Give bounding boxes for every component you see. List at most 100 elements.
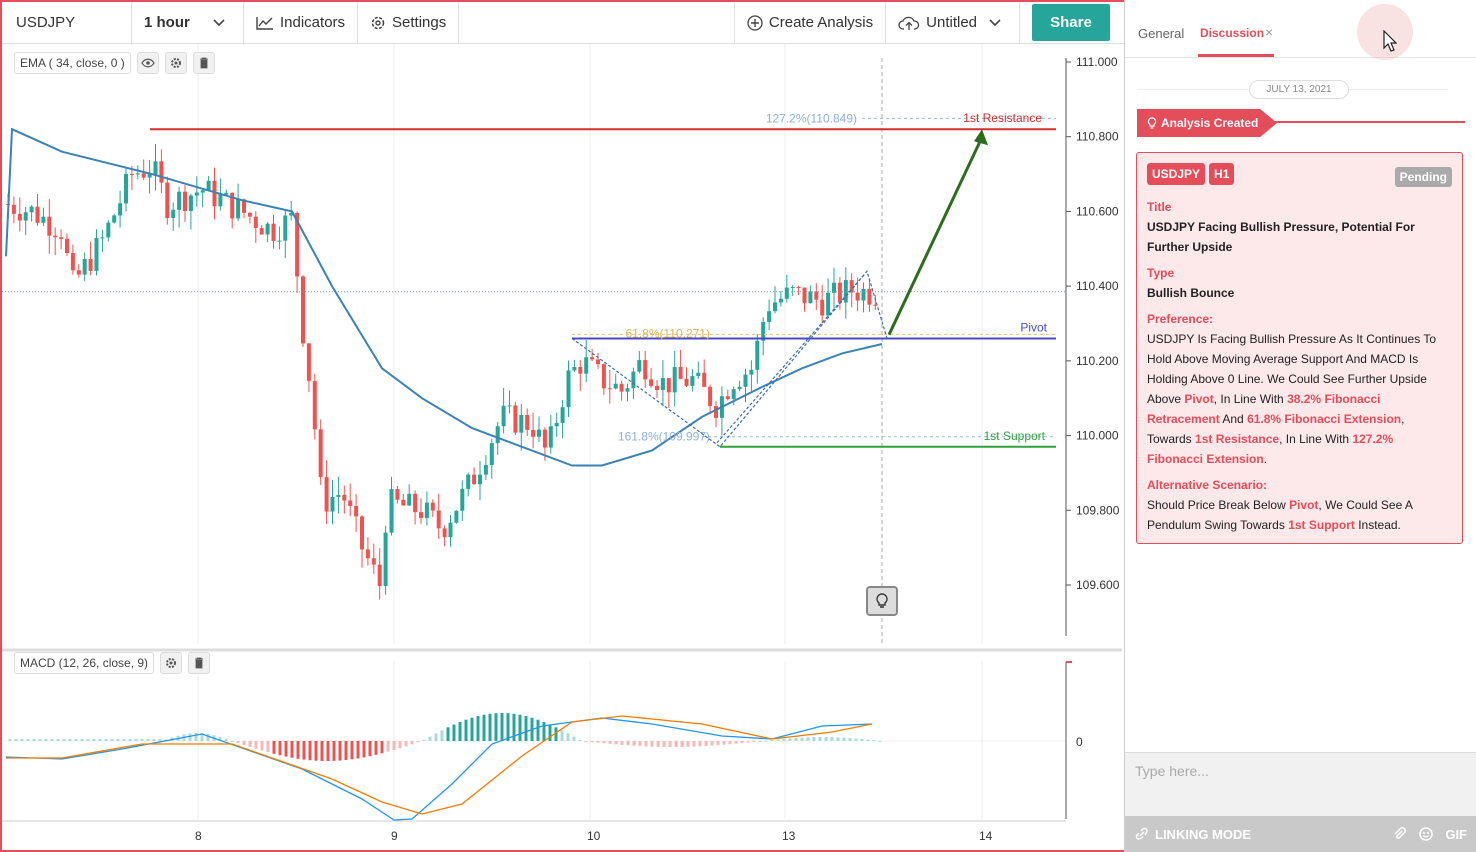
projection-arrow bbox=[887, 136, 984, 336]
macd-histogram-bar bbox=[614, 741, 618, 745]
candle bbox=[519, 415, 524, 433]
macd-histogram-bar bbox=[200, 733, 204, 741]
price-tick-label: 110.400 bbox=[1076, 279, 1119, 293]
layout-dropdown[interactable]: Untitled bbox=[886, 2, 1020, 43]
candle bbox=[537, 429, 541, 437]
paperclip-icon[interactable] bbox=[1393, 827, 1407, 841]
candle bbox=[265, 223, 270, 235]
interval-dropdown[interactable]: 1 hour bbox=[132, 2, 244, 43]
link-icon[interactable] bbox=[1135, 827, 1149, 841]
lightbulb-icon[interactable] bbox=[866, 586, 898, 616]
settings-button[interactable]: Settings bbox=[358, 2, 460, 43]
chart-line-icon bbox=[256, 16, 273, 30]
candle bbox=[507, 405, 512, 407]
macd-histogram-bar bbox=[716, 741, 720, 746]
macd-histogram-bar bbox=[650, 741, 654, 747]
indicators-button[interactable]: Indicators bbox=[244, 2, 359, 43]
macd-histogram-bar bbox=[140, 739, 144, 741]
macd-histogram-bar bbox=[32, 739, 36, 741]
candle bbox=[106, 222, 111, 238]
analysis-created-label: Analysis Created bbox=[1161, 116, 1259, 130]
chart-area[interactable]: 1st Resistance Pivot 1st Support 127.2%(110… bbox=[2, 44, 1124, 852]
preference-text: USDJPY Is Facing Bullish Pressure As It … bbox=[1147, 329, 1452, 469]
macd-legend-label: MACD (12, 26, close, 9) bbox=[14, 652, 155, 674]
candle bbox=[29, 206, 34, 213]
candle bbox=[596, 359, 600, 365]
macd-histogram-bar bbox=[842, 737, 846, 741]
create-analysis-button[interactable]: Create Analysis bbox=[735, 2, 887, 43]
candle bbox=[737, 386, 742, 390]
title-heading: Title bbox=[1147, 200, 1172, 214]
trash-icon[interactable] bbox=[188, 652, 211, 674]
candle bbox=[336, 494, 341, 497]
candle bbox=[112, 215, 117, 223]
macd-histogram-bar bbox=[230, 741, 234, 742]
emoji-icon[interactable] bbox=[1419, 827, 1434, 841]
trash-icon[interactable] bbox=[192, 52, 215, 74]
plus-circle-icon bbox=[747, 14, 763, 31]
candle bbox=[649, 379, 654, 386]
message-input[interactable]: Type here... bbox=[1125, 752, 1476, 816]
macd-histogram-bar bbox=[272, 741, 276, 754]
candle bbox=[135, 173, 140, 175]
macd-histogram-bar bbox=[770, 739, 774, 741]
macd-histogram-bar bbox=[656, 741, 660, 747]
candle bbox=[230, 192, 235, 219]
candle bbox=[489, 443, 494, 466]
macd-histogram-bar bbox=[464, 719, 468, 741]
candle bbox=[808, 291, 813, 304]
candle bbox=[17, 213, 22, 221]
tab-general[interactable]: General bbox=[1138, 26, 1185, 41]
text: Instead. bbox=[1354, 518, 1401, 532]
symbol-selector[interactable]: USDJPY bbox=[2, 2, 132, 43]
signal-line bbox=[6, 715, 873, 815]
candle bbox=[23, 212, 28, 221]
price-tick-label: 109.800 bbox=[1076, 503, 1120, 517]
resistance-ref: 1st Resistance bbox=[1195, 432, 1280, 446]
close-icon[interactable]: × bbox=[1265, 24, 1274, 40]
tab-discussion[interactable]: Discussion bbox=[1200, 26, 1265, 40]
macd-histogram-bar bbox=[242, 741, 246, 745]
macd-histogram-bar bbox=[866, 739, 870, 741]
macd-histogram-bar bbox=[758, 741, 762, 742]
macd-histogram-bar bbox=[800, 737, 804, 741]
gear-icon[interactable] bbox=[160, 652, 183, 674]
macd-histogram-bar bbox=[872, 740, 876, 742]
fib-127-ref: 127.2% Fibonacci Extension bbox=[1147, 432, 1394, 466]
candle bbox=[855, 292, 860, 301]
candle bbox=[442, 528, 447, 538]
candle bbox=[377, 564, 382, 587]
macd-histogram-bar bbox=[320, 741, 324, 761]
share-button[interactable]: Share bbox=[1032, 4, 1110, 41]
macd-histogram-bar bbox=[308, 741, 312, 761]
macd-histogram-bar bbox=[566, 733, 570, 741]
macd-histogram-bar bbox=[38, 739, 42, 741]
candle bbox=[413, 493, 418, 513]
eye-icon[interactable] bbox=[136, 52, 159, 74]
macd-histogram-bar bbox=[218, 736, 222, 741]
timeframe-badge: H1 bbox=[1209, 163, 1235, 185]
macd-histogram-bar bbox=[20, 739, 24, 741]
macd-histogram-bar bbox=[638, 741, 642, 747]
macd-histogram-bar bbox=[548, 724, 552, 741]
candle bbox=[472, 474, 477, 485]
time-tick-label: 9 bbox=[391, 829, 398, 843]
macd-histogram-bar bbox=[590, 741, 594, 743]
gif-button[interactable]: GIF bbox=[1445, 826, 1467, 842]
macd-histogram-bar bbox=[428, 736, 432, 741]
time-tick-label: 8 bbox=[195, 829, 202, 843]
price-chart[interactable]: 1st Resistance Pivot 1st Support 127.2%(110… bbox=[2, 44, 1124, 852]
gear-icon[interactable] bbox=[164, 52, 187, 74]
macd-histogram-bar bbox=[578, 739, 582, 741]
interval-label: 1 hour bbox=[144, 14, 190, 31]
candle bbox=[672, 366, 677, 393]
candle bbox=[147, 174, 152, 178]
macd-histogram-bar bbox=[56, 739, 60, 741]
candle bbox=[660, 378, 665, 390]
fib-1618-label: 161.8%(109.997) bbox=[618, 430, 710, 444]
price-tick-label: 110.600 bbox=[1076, 204, 1119, 218]
mouse-pointer-icon bbox=[1383, 30, 1397, 52]
macd-histogram-bar bbox=[26, 739, 30, 741]
macd-histogram-bar bbox=[518, 714, 522, 741]
